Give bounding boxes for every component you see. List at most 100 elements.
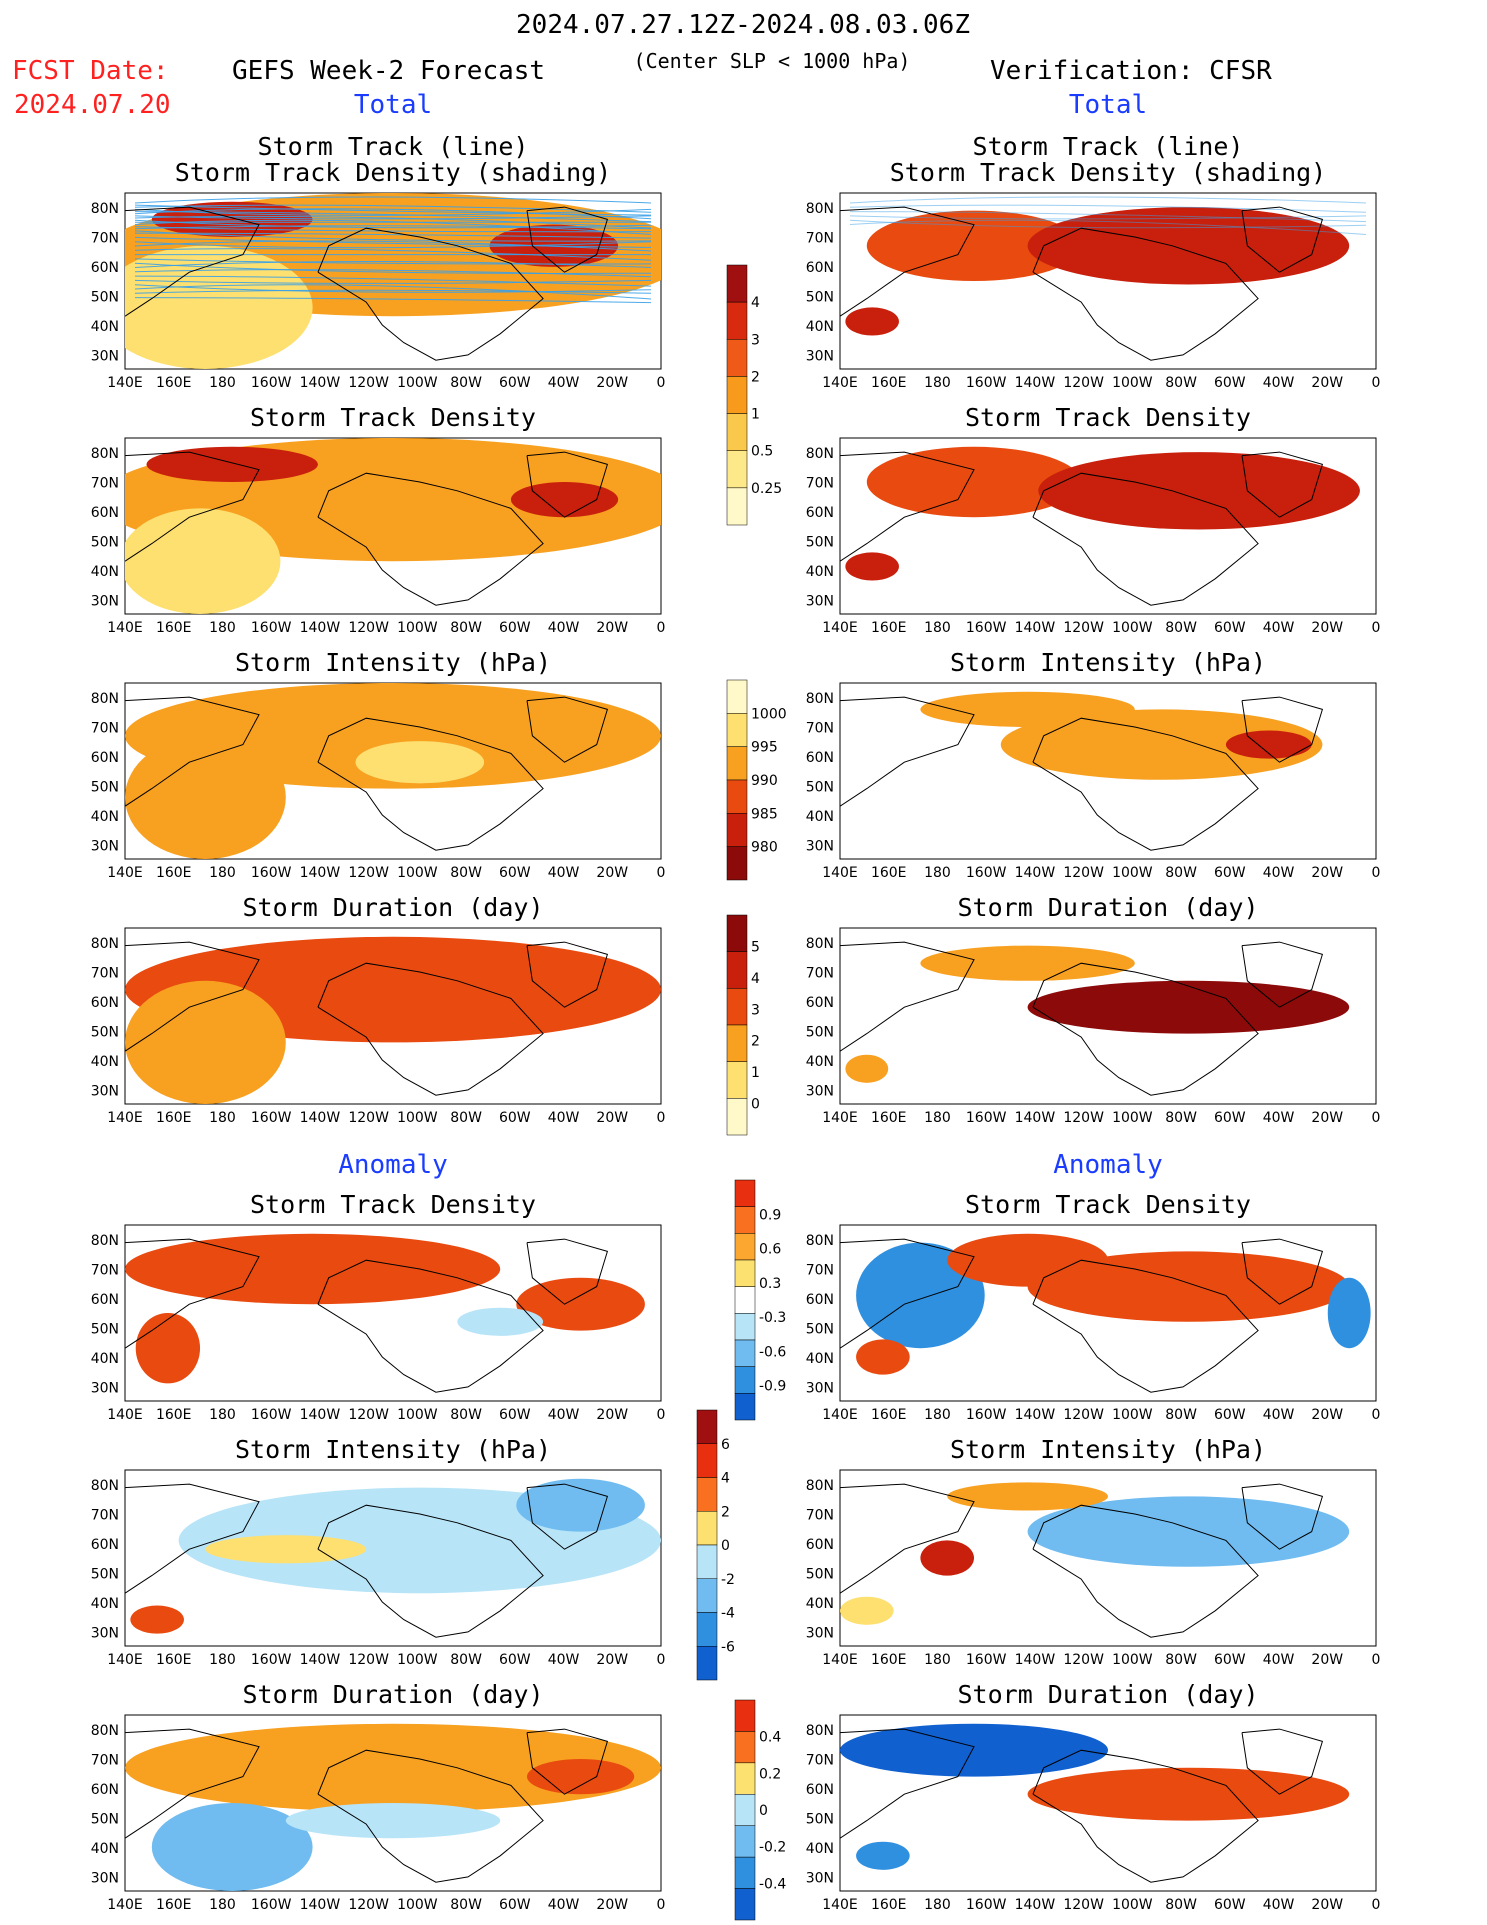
lon-label: 160E	[156, 1110, 192, 1126]
title-track-line-left: Storm Track (line)	[257, 132, 529, 161]
colorbar-segment	[734, 1731, 756, 1764]
storm-track-line	[134, 258, 652, 265]
lon-label: 160E	[871, 1897, 907, 1913]
asia-coastline	[125, 451, 260, 562]
lon-label: 120W	[1063, 1110, 1104, 1126]
asia-coastline	[840, 451, 975, 562]
colorbar-segment	[726, 339, 748, 377]
greenland-coastline	[526, 941, 609, 1008]
shaded-region	[1225, 730, 1312, 759]
shaded-region	[947, 1482, 1108, 1511]
storm-track-line	[134, 284, 652, 300]
title-density-left: Storm Track Density	[250, 403, 536, 432]
lon-label: 140W	[300, 375, 341, 391]
lon-label: 160W	[966, 620, 1007, 636]
colorbar-label: 995	[751, 740, 778, 756]
shaded-region	[845, 552, 899, 581]
right-anomaly-label: Anomaly	[1053, 1150, 1163, 1180]
storm-track-line	[134, 215, 652, 229]
lon-label: 20W	[596, 1652, 628, 1668]
asia-coastline	[840, 1238, 975, 1349]
shaded-region	[920, 945, 1135, 981]
lat-label: 50N	[806, 780, 834, 796]
colorbar-segment	[696, 1511, 718, 1546]
colorbar-segment	[734, 1393, 756, 1421]
map-panel-intensity-anom-left: 80N 70N 60N 50N 40N 30N 140E 160E 180 160W 140W 120…	[91, 1469, 665, 1668]
lon-label: 20W	[1311, 375, 1343, 391]
asia-coastline	[125, 1238, 260, 1349]
lat-label: 70N	[806, 231, 834, 247]
lat-label: 80N	[91, 936, 119, 952]
storm-track-line	[134, 240, 652, 252]
lon-label: 160W	[966, 375, 1007, 391]
colorbar-label: -4	[721, 1606, 735, 1622]
lat-label: 40N	[91, 564, 119, 580]
lon-label: 140W	[1015, 1110, 1056, 1126]
map-panel-duration-right: 80N 70N 60N 50N 40N 30N 140E 160E 180 160W 140W 120…	[806, 927, 1380, 1126]
lon-label: 180	[924, 620, 951, 636]
colorbar-label: 3	[751, 1002, 760, 1018]
lat-label: 80N	[806, 691, 834, 707]
storm-track-line	[134, 289, 652, 294]
lat-label: 80N	[806, 446, 834, 462]
lon-label: 140W	[300, 620, 341, 636]
colorbar-duration_total: 5 4 3 2 1 0	[726, 914, 760, 1136]
lon-label: 20W	[596, 375, 628, 391]
colorbar-segment	[726, 264, 748, 303]
lat-label: 60N	[91, 1537, 119, 1553]
lon-label: 40W	[1263, 1407, 1295, 1423]
lon-label: 60W	[499, 1110, 531, 1126]
lat-label: 40N	[806, 809, 834, 825]
north-america-coastline	[1032, 1259, 1259, 1393]
colorbar-label: 5	[751, 939, 760, 955]
lat-label: 60N	[91, 1782, 119, 1798]
lon-label: 120W	[1063, 1652, 1104, 1668]
storm-track-line	[134, 262, 652, 274]
lon-label: 0	[1372, 1652, 1381, 1668]
lat-label: 70N	[91, 1753, 119, 1769]
lat-label: 50N	[91, 290, 119, 306]
lat-label: 60N	[806, 995, 834, 1011]
lon-label: 180	[209, 865, 236, 881]
lon-label: 180	[924, 865, 951, 881]
colorbar-label: 980	[751, 840, 778, 856]
lon-label: 140W	[1015, 1652, 1056, 1668]
shaded-region	[1327, 1277, 1371, 1349]
colorbar-label: -0.6	[759, 1344, 786, 1360]
colorbar-label: 3	[751, 332, 760, 348]
colorbar-label: 0	[759, 1803, 768, 1819]
lon-label: 80W	[1165, 865, 1197, 881]
lat-label: 30N	[91, 1626, 119, 1642]
lat-label: 80N	[806, 936, 834, 952]
colorbar-segment	[734, 1888, 756, 1921]
lat-label: 60N	[91, 1292, 119, 1308]
colorbar-label: 1000	[751, 706, 787, 722]
lon-label: 140W	[1015, 1897, 1056, 1913]
lat-label: 70N	[806, 721, 834, 737]
lon-label: 80W	[1165, 620, 1197, 636]
lon-label: 40W	[1263, 1110, 1295, 1126]
lon-label: 20W	[596, 1897, 628, 1913]
colorbar-label: 4	[751, 295, 760, 311]
lon-label: 20W	[596, 1407, 628, 1423]
lat-label: 50N	[806, 1812, 834, 1828]
lon-label: 120W	[1063, 375, 1104, 391]
map-panel-track-right: 80N 70N 60N 50N 40N 30N 140E 160E 180 160W 140W 120…	[806, 192, 1380, 391]
greenland-coastline	[526, 696, 609, 763]
lon-label: 140E	[107, 1110, 143, 1126]
lon-label: 40W	[548, 1652, 580, 1668]
lat-label: 40N	[806, 1054, 834, 1070]
lon-label: 160W	[966, 1652, 1007, 1668]
colorbar-segment	[726, 914, 748, 952]
storm-track-line	[134, 230, 652, 242]
title-duration-anom-right: Storm Duration (day)	[957, 1680, 1259, 1709]
shaded-region	[866, 210, 1082, 281]
greenland-coastline	[1241, 1483, 1324, 1550]
map-panel-intensity-left: 80N 70N 60N 50N 40N 30N 140E 160E 180 160W 140W 120…	[91, 682, 665, 881]
lon-label: 80W	[450, 1110, 482, 1126]
lon-label: 80W	[450, 1652, 482, 1668]
shaded-region	[125, 1233, 501, 1305]
lon-label: 60W	[499, 620, 531, 636]
lon-label: 100W	[1112, 865, 1153, 881]
lat-label: 50N	[91, 1025, 119, 1041]
